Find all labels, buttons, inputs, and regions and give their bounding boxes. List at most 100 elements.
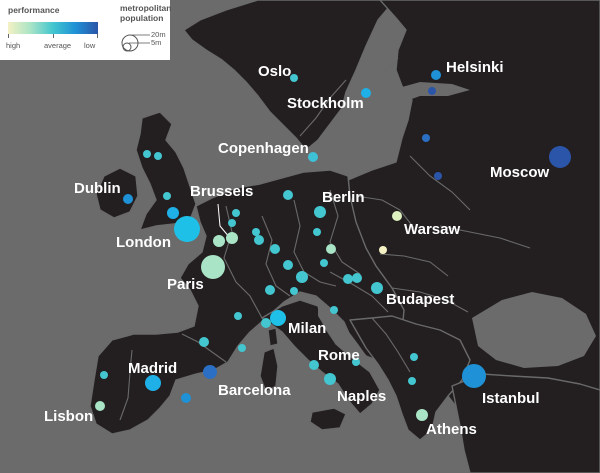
population-size-key — [121, 34, 150, 52]
city-bubble[interactable] — [199, 337, 209, 347]
city-label-brussels: Brussels — [190, 183, 253, 200]
city-label-helsinki: Helsinki — [446, 59, 504, 76]
city-bubble[interactable] — [181, 393, 191, 403]
city-label-paris: Paris — [167, 276, 204, 293]
city-label-dublin: Dublin — [74, 180, 121, 197]
city-bubble[interactable] — [410, 353, 418, 361]
brussels-leader-line — [217, 203, 231, 239]
landmass-sardinia — [259, 347, 279, 393]
city-bubble[interactable] — [213, 235, 225, 247]
city-bubble[interactable] — [290, 287, 298, 295]
city-bubble[interactable] — [352, 273, 362, 283]
city-bubble[interactable] — [283, 260, 293, 270]
legend-size-20m: 20m — [151, 30, 166, 39]
legend-size-5m: 5m — [151, 38, 162, 47]
city-bubble-copenhagen[interactable] — [308, 152, 318, 162]
landmass-anatolia — [451, 373, 600, 473]
city-bubble[interactable] — [234, 312, 242, 320]
city-bubble-budapest[interactable] — [371, 282, 383, 294]
country-borders — [119, 57, 531, 421]
map-legend: performance high average low metropolita… — [0, 0, 171, 60]
city-label-moscow: Moscow — [490, 164, 550, 181]
landmass-scandinavia — [183, 0, 396, 151]
city-bubble[interactable] — [326, 244, 336, 254]
city-bubble[interactable] — [265, 285, 275, 295]
city-bubble-helsinki[interactable] — [431, 70, 441, 80]
city-bubble-berlin[interactable] — [314, 206, 326, 218]
legend-population-title-line2: population — [120, 13, 164, 23]
city-bubble[interactable] — [154, 152, 162, 160]
performance-gradient-bar — [8, 22, 98, 34]
legend-performance-title: performance — [8, 5, 60, 15]
landmass-corsica — [267, 327, 279, 347]
city-bubble[interactable] — [320, 259, 328, 267]
city-bubble[interactable] — [228, 219, 236, 227]
city-bubble[interactable] — [143, 150, 151, 158]
city-label-copenhagen: Copenhagen — [218, 140, 309, 157]
city-bubble[interactable] — [352, 358, 360, 366]
gradient-tick — [97, 34, 98, 38]
city-bubble[interactable] — [408, 377, 416, 385]
adriatic-sea — [318, 300, 368, 362]
city-bubble-lisbon[interactable] — [95, 401, 105, 411]
city-bubble[interactable] — [232, 209, 240, 217]
legend-average-label: average — [44, 41, 72, 50]
city-label-milan: Milan — [288, 320, 326, 337]
city-label-berlin: Berlin — [322, 189, 365, 206]
city-label-lisbon: Lisbon — [44, 408, 93, 425]
landmass-sicily — [309, 407, 347, 431]
city-bubble-dublin[interactable] — [123, 194, 133, 204]
city-bubble-barcelona[interactable] — [203, 365, 217, 379]
baltic-sea — [340, 82, 470, 176]
city-bubble-paris[interactable] — [201, 255, 225, 279]
city-bubble[interactable] — [379, 246, 387, 254]
city-label-madrid: Madrid — [128, 360, 177, 377]
city-bubble[interactable] — [330, 306, 338, 314]
city-label-rome: Rome — [318, 347, 360, 364]
city-bubble-moscow[interactable] — [549, 146, 571, 168]
city-label-stockholm: Stockholm — [287, 95, 364, 112]
city-bubble[interactable] — [100, 371, 108, 379]
city-bubble[interactable] — [296, 271, 308, 283]
city-bubble-brussels[interactable] — [226, 232, 238, 244]
city-bubble[interactable] — [434, 172, 442, 180]
city-label-oslo: Oslo — [258, 63, 291, 80]
city-bubble[interactable] — [261, 318, 271, 328]
city-bubble-warsaw[interactable] — [392, 211, 402, 221]
city-label-athens: Athens — [426, 421, 477, 438]
city-bubble[interactable] — [238, 344, 246, 352]
city-bubble-milan[interactable] — [270, 310, 286, 326]
city-bubble-rome[interactable] — [309, 360, 319, 370]
city-label-naples: Naples — [337, 388, 386, 405]
city-bubble[interactable] — [167, 207, 179, 219]
city-bubble[interactable] — [422, 134, 430, 142]
city-bubble-london[interactable] — [174, 216, 200, 242]
city-bubble[interactable] — [313, 228, 321, 236]
size-key-small-circle — [122, 42, 132, 52]
city-bubble-madrid[interactable] — [145, 375, 161, 391]
landmass-ireland — [95, 167, 139, 219]
black-sea — [472, 292, 596, 368]
city-label-warsaw: Warsaw — [404, 221, 460, 238]
city-bubble[interactable] — [428, 87, 436, 95]
city-bubble-athens[interactable] — [416, 409, 428, 421]
city-bubble-naples[interactable] — [324, 373, 336, 385]
city-bubble[interactable] — [252, 228, 260, 236]
city-bubble-oslo[interactable] — [290, 74, 298, 82]
city-bubble[interactable] — [163, 192, 171, 200]
legend-high-label: high — [6, 41, 21, 50]
city-bubble[interactable] — [343, 274, 353, 284]
landmass-great-britain — [135, 111, 197, 231]
city-label-london: London — [116, 234, 171, 251]
city-bubble-istanbul[interactable] — [462, 364, 486, 388]
gradient-tick — [53, 34, 54, 38]
landmass-italy — [261, 299, 381, 415]
city-bubble[interactable] — [254, 235, 264, 245]
legend-low-label: low — [84, 41, 96, 50]
city-bubble[interactable] — [283, 190, 293, 200]
city-label-budapest: Budapest — [386, 291, 454, 308]
landmass-west — [89, 169, 405, 435]
city-bubble-stockholm[interactable] — [361, 88, 371, 98]
city-bubble[interactable] — [270, 244, 280, 254]
